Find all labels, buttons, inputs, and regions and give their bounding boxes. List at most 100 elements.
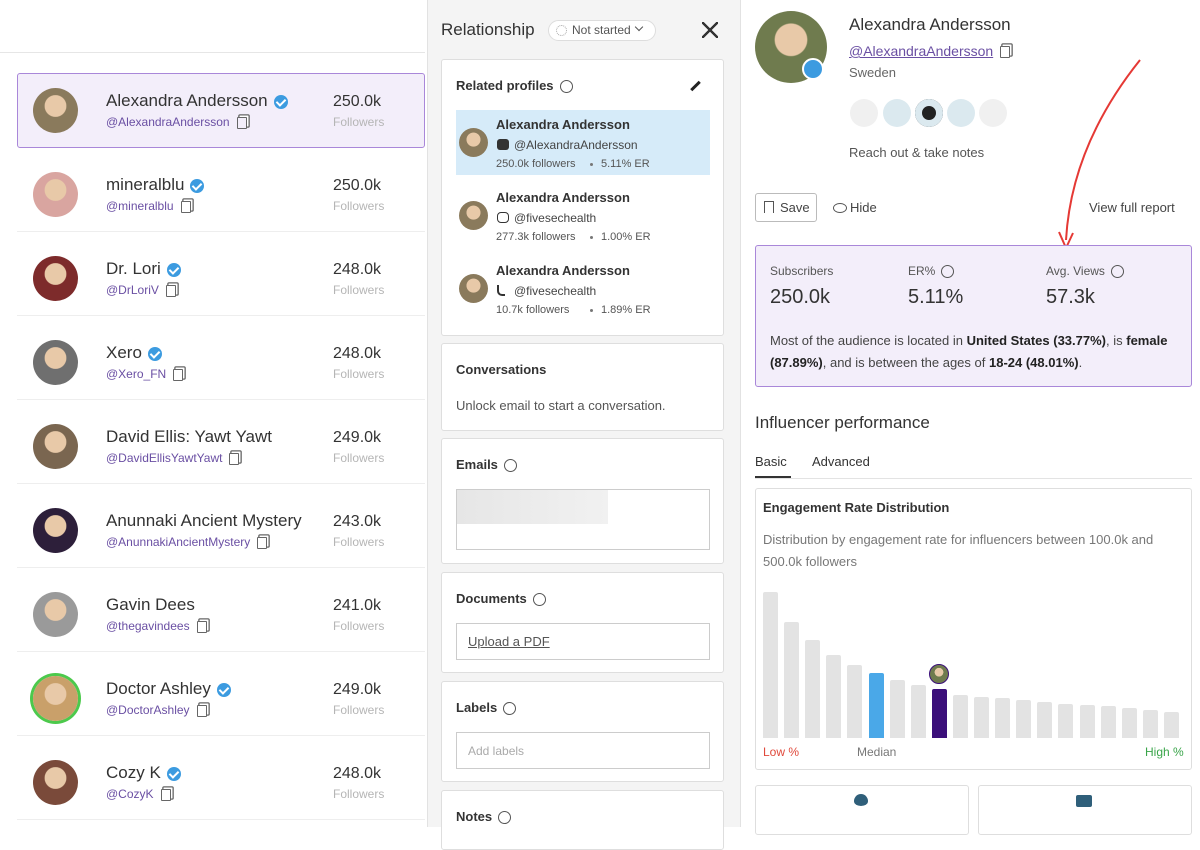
verified-badge — [166, 262, 181, 277]
influencer-name[interactable]: Cozy K — [106, 763, 181, 783]
copy-icon — [236, 116, 247, 129]
verified-badge — [216, 682, 231, 697]
status-text: Not started — [572, 23, 631, 37]
avatar — [33, 88, 78, 133]
distribution-bar — [1079, 705, 1095, 738]
follower-label: Followers — [333, 283, 385, 297]
tab[interactable]: Basic — [755, 454, 787, 469]
stat-label: ER% — [908, 264, 955, 279]
distribution-title: Engagement Rate Distribution — [763, 500, 950, 515]
distribution-bar — [805, 640, 821, 738]
row-divider — [17, 567, 425, 568]
stat-label: Avg. Views — [1046, 264, 1124, 279]
related-avatar — [459, 201, 488, 230]
page: (() => { const data = JSON.parse(documen… — [0, 0, 1200, 827]
summary-part: , and is between the ages of — [822, 355, 989, 370]
influencer-name[interactable]: Alexandra Andersson — [106, 91, 288, 111]
verified-badge — [190, 178, 205, 193]
follower-count: 250.0k — [333, 177, 382, 194]
influencer-name[interactable]: Xero — [106, 343, 162, 363]
conversations-card — [441, 343, 724, 431]
profile-handle[interactable]: @AlexandraAndersson — [849, 43, 1011, 59]
related-handle: @AlexandraAndersson — [514, 138, 638, 152]
influencer-name[interactable]: Anunnaki Ancient Mystery — [106, 511, 302, 530]
labels-placeholder: Add labels — [468, 744, 525, 758]
influencer-name[interactable]: David Ellis: Yawt Yawt — [106, 427, 272, 446]
distribution-bar — [952, 695, 968, 738]
save-button[interactable] — [755, 193, 817, 222]
summary-part: United States (33.77%) — [966, 333, 1106, 348]
copy-icon — [180, 200, 191, 213]
distribution-bar — [889, 680, 905, 738]
influencer-name[interactable]: Dr. Lori — [106, 259, 181, 279]
tab[interactable]: Advanced — [812, 454, 870, 469]
platform-icon — [497, 285, 505, 296]
influencer-name[interactable]: mineralblu — [106, 175, 205, 195]
distribution-bar — [1058, 704, 1074, 738]
influencer-handle: @Xero_FN — [106, 367, 184, 381]
follower-label: Followers — [333, 367, 385, 381]
conversations-text: Unlock email to start a conversation. — [456, 398, 666, 413]
related-er: 5.11% ER — [601, 158, 650, 170]
row-divider — [17, 819, 425, 820]
stat-label: Subscribers — [770, 264, 834, 278]
reach-out-link[interactable]: Reach out & take notes — [849, 145, 985, 160]
info-icon — [941, 265, 955, 279]
avatar — [33, 256, 78, 301]
high-label: High % — [1145, 745, 1184, 759]
social-icon[interactable] — [883, 99, 911, 127]
upload-box[interactable] — [456, 623, 710, 660]
row-divider — [17, 483, 425, 484]
save-text: Save — [780, 200, 810, 215]
social-icon[interactable] — [915, 99, 943, 127]
follower-label: Followers — [333, 451, 385, 465]
influencer-name[interactable]: Doctor Ashley — [106, 679, 231, 699]
metric-card — [755, 785, 969, 835]
performance-title: Influencer performance — [755, 413, 930, 432]
current-marker — [929, 664, 949, 684]
low-label: Low % — [763, 745, 800, 759]
influencer-handle: @DoctorAshley — [106, 703, 207, 717]
distribution-bar — [995, 698, 1011, 738]
avatar — [33, 172, 78, 217]
info-icon — [532, 593, 546, 607]
likes-icon — [854, 794, 868, 806]
section-title: Notes — [456, 809, 512, 825]
distribution-bar — [826, 655, 842, 738]
tab-divider — [755, 478, 1192, 479]
upload-link[interactable]: Upload a PDF — [468, 634, 550, 649]
related-followers: 10.7k followers — [496, 304, 570, 316]
distribution-bar — [1163, 712, 1179, 738]
summary-part: Most of the audience is located in — [770, 333, 967, 348]
status-pill[interactable] — [548, 20, 656, 41]
stat-value: 5.11% — [908, 286, 964, 308]
social-icon[interactable] — [979, 99, 1007, 127]
close-button[interactable] — [702, 22, 718, 38]
distribution-bar — [868, 673, 884, 738]
follower-label: Followers — [333, 115, 385, 129]
distribution-bar — [1037, 702, 1053, 738]
status-dot — [556, 25, 567, 36]
copy-icon — [257, 536, 268, 549]
social-icon[interactable] — [947, 99, 975, 127]
influencer-name[interactable]: Gavin Dees — [106, 595, 195, 614]
distribution-bar — [1016, 700, 1032, 738]
bullet — [590, 236, 593, 239]
social-icon[interactable] — [850, 99, 878, 127]
verified-badge — [147, 346, 162, 361]
avatar — [33, 508, 78, 553]
selected-row — [17, 73, 425, 148]
documents-card — [441, 572, 724, 673]
distribution-bar — [910, 685, 926, 738]
summary-part: female (87.89%) — [770, 333, 1168, 370]
distribution-desc: Distribution by engagement rate for infl… — [763, 532, 1154, 569]
follower-count: 248.0k — [333, 765, 382, 782]
hide-text[interactable]: Hide — [850, 200, 877, 215]
full-report-link[interactable]: View full report — [1089, 200, 1175, 215]
follower-count: 243.0k — [333, 513, 382, 530]
hide-icon — [833, 203, 847, 213]
labels-input[interactable] — [456, 732, 710, 769]
copy-icon — [196, 704, 207, 717]
avatar — [33, 424, 78, 469]
distribution-bar — [1100, 706, 1116, 738]
